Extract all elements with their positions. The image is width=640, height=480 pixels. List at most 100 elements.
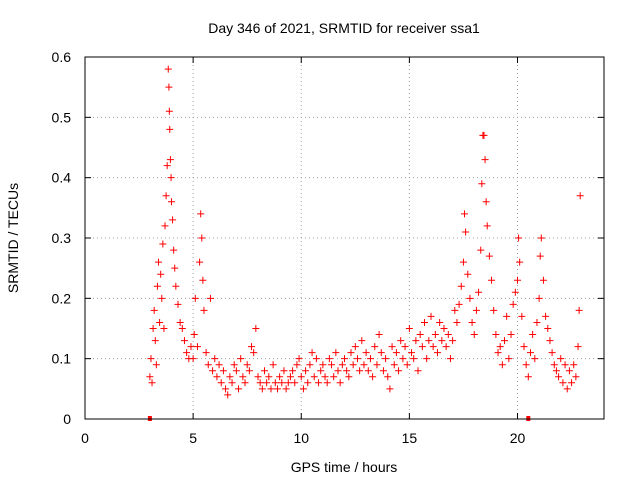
data-point bbox=[475, 288, 483, 296]
data-point bbox=[168, 198, 175, 206]
data-point bbox=[150, 306, 158, 314]
data-point bbox=[544, 325, 552, 332]
data-point bbox=[488, 276, 496, 284]
data-point bbox=[146, 373, 154, 381]
data-point bbox=[462, 228, 470, 236]
data-point bbox=[230, 361, 238, 369]
data-point bbox=[529, 331, 537, 339]
data-point bbox=[379, 367, 387, 375]
data-point bbox=[546, 337, 554, 345]
data-point bbox=[384, 373, 392, 381]
data-point bbox=[187, 343, 195, 351]
x-tick-label: 0 bbox=[81, 430, 89, 446]
data-point bbox=[156, 318, 164, 326]
data-point bbox=[369, 373, 377, 381]
data-point bbox=[263, 379, 271, 387]
data-point bbox=[161, 222, 169, 230]
data-point bbox=[373, 361, 381, 369]
data-point bbox=[280, 367, 288, 375]
data-point bbox=[197, 210, 205, 218]
y-axis-label: SRMTID / TECUs bbox=[5, 183, 21, 293]
data-point bbox=[149, 325, 157, 332]
data-point bbox=[165, 107, 173, 115]
data-point bbox=[496, 343, 504, 351]
data-point bbox=[289, 367, 297, 375]
data-point bbox=[328, 361, 336, 369]
data-point bbox=[147, 355, 155, 363]
data-point bbox=[169, 216, 177, 224]
data-point bbox=[451, 306, 459, 314]
data-point bbox=[414, 367, 422, 375]
data-point bbox=[563, 385, 571, 393]
data-point bbox=[408, 349, 416, 357]
data-point bbox=[219, 367, 227, 375]
data-point bbox=[490, 306, 498, 314]
data-point bbox=[429, 343, 437, 351]
x-axis-label: GPS time / hours bbox=[291, 459, 398, 475]
data-point bbox=[167, 174, 175, 182]
data-point bbox=[351, 343, 359, 351]
y-tick-label: 0.1 bbox=[52, 351, 72, 367]
data-point bbox=[170, 246, 178, 254]
x-tick-label: 5 bbox=[189, 430, 197, 446]
data-point bbox=[334, 367, 342, 375]
data-point bbox=[213, 373, 221, 381]
data-point bbox=[164, 65, 172, 73]
data-point bbox=[317, 367, 325, 375]
data-point bbox=[269, 361, 277, 369]
data-point bbox=[302, 367, 310, 375]
data-point bbox=[237, 355, 245, 363]
data-point bbox=[516, 258, 524, 266]
data-point bbox=[442, 343, 450, 351]
data-point bbox=[461, 210, 469, 218]
data-point bbox=[306, 361, 314, 369]
data-point bbox=[364, 367, 372, 375]
data-point bbox=[345, 373, 353, 381]
data-point bbox=[180, 337, 188, 345]
plot-area-border bbox=[84, 56, 605, 420]
y-tick-label: 0 bbox=[63, 411, 71, 427]
data-point bbox=[431, 331, 439, 339]
data-point bbox=[299, 385, 307, 393]
data-point bbox=[557, 355, 565, 363]
data-point bbox=[416, 331, 424, 339]
data-point bbox=[524, 373, 532, 381]
data-point bbox=[423, 355, 431, 363]
data-point bbox=[217, 379, 225, 387]
data-point bbox=[436, 318, 444, 326]
data-point bbox=[485, 252, 493, 260]
x-tick-label: 20 bbox=[510, 430, 526, 446]
x-tick-label: 15 bbox=[402, 430, 418, 446]
data-point bbox=[152, 361, 160, 369]
data-point bbox=[483, 222, 491, 230]
data-point bbox=[518, 312, 526, 320]
data-point bbox=[166, 156, 174, 164]
data-point bbox=[470, 331, 478, 339]
data-point bbox=[202, 349, 210, 357]
data-point bbox=[399, 355, 407, 363]
data-point bbox=[537, 234, 545, 242]
data-point bbox=[511, 288, 519, 296]
data-point bbox=[405, 325, 413, 332]
data-point bbox=[466, 294, 474, 302]
data-point bbox=[559, 379, 567, 387]
data-point bbox=[390, 361, 398, 369]
data-point bbox=[520, 343, 528, 351]
data-point bbox=[228, 379, 236, 387]
data-point bbox=[160, 325, 168, 332]
data-point bbox=[358, 337, 366, 345]
data-point bbox=[464, 270, 472, 278]
data-point bbox=[401, 343, 409, 351]
data-point bbox=[507, 331, 515, 339]
data-point bbox=[542, 312, 550, 320]
data-point bbox=[494, 349, 502, 357]
data-point bbox=[492, 331, 500, 339]
data-point bbox=[505, 355, 513, 363]
data-point bbox=[477, 246, 485, 254]
data-point bbox=[163, 162, 171, 170]
data-point bbox=[284, 379, 292, 387]
data-point bbox=[395, 367, 403, 375]
data-point bbox=[200, 306, 208, 314]
data-point bbox=[412, 337, 420, 345]
data-point bbox=[531, 355, 539, 363]
